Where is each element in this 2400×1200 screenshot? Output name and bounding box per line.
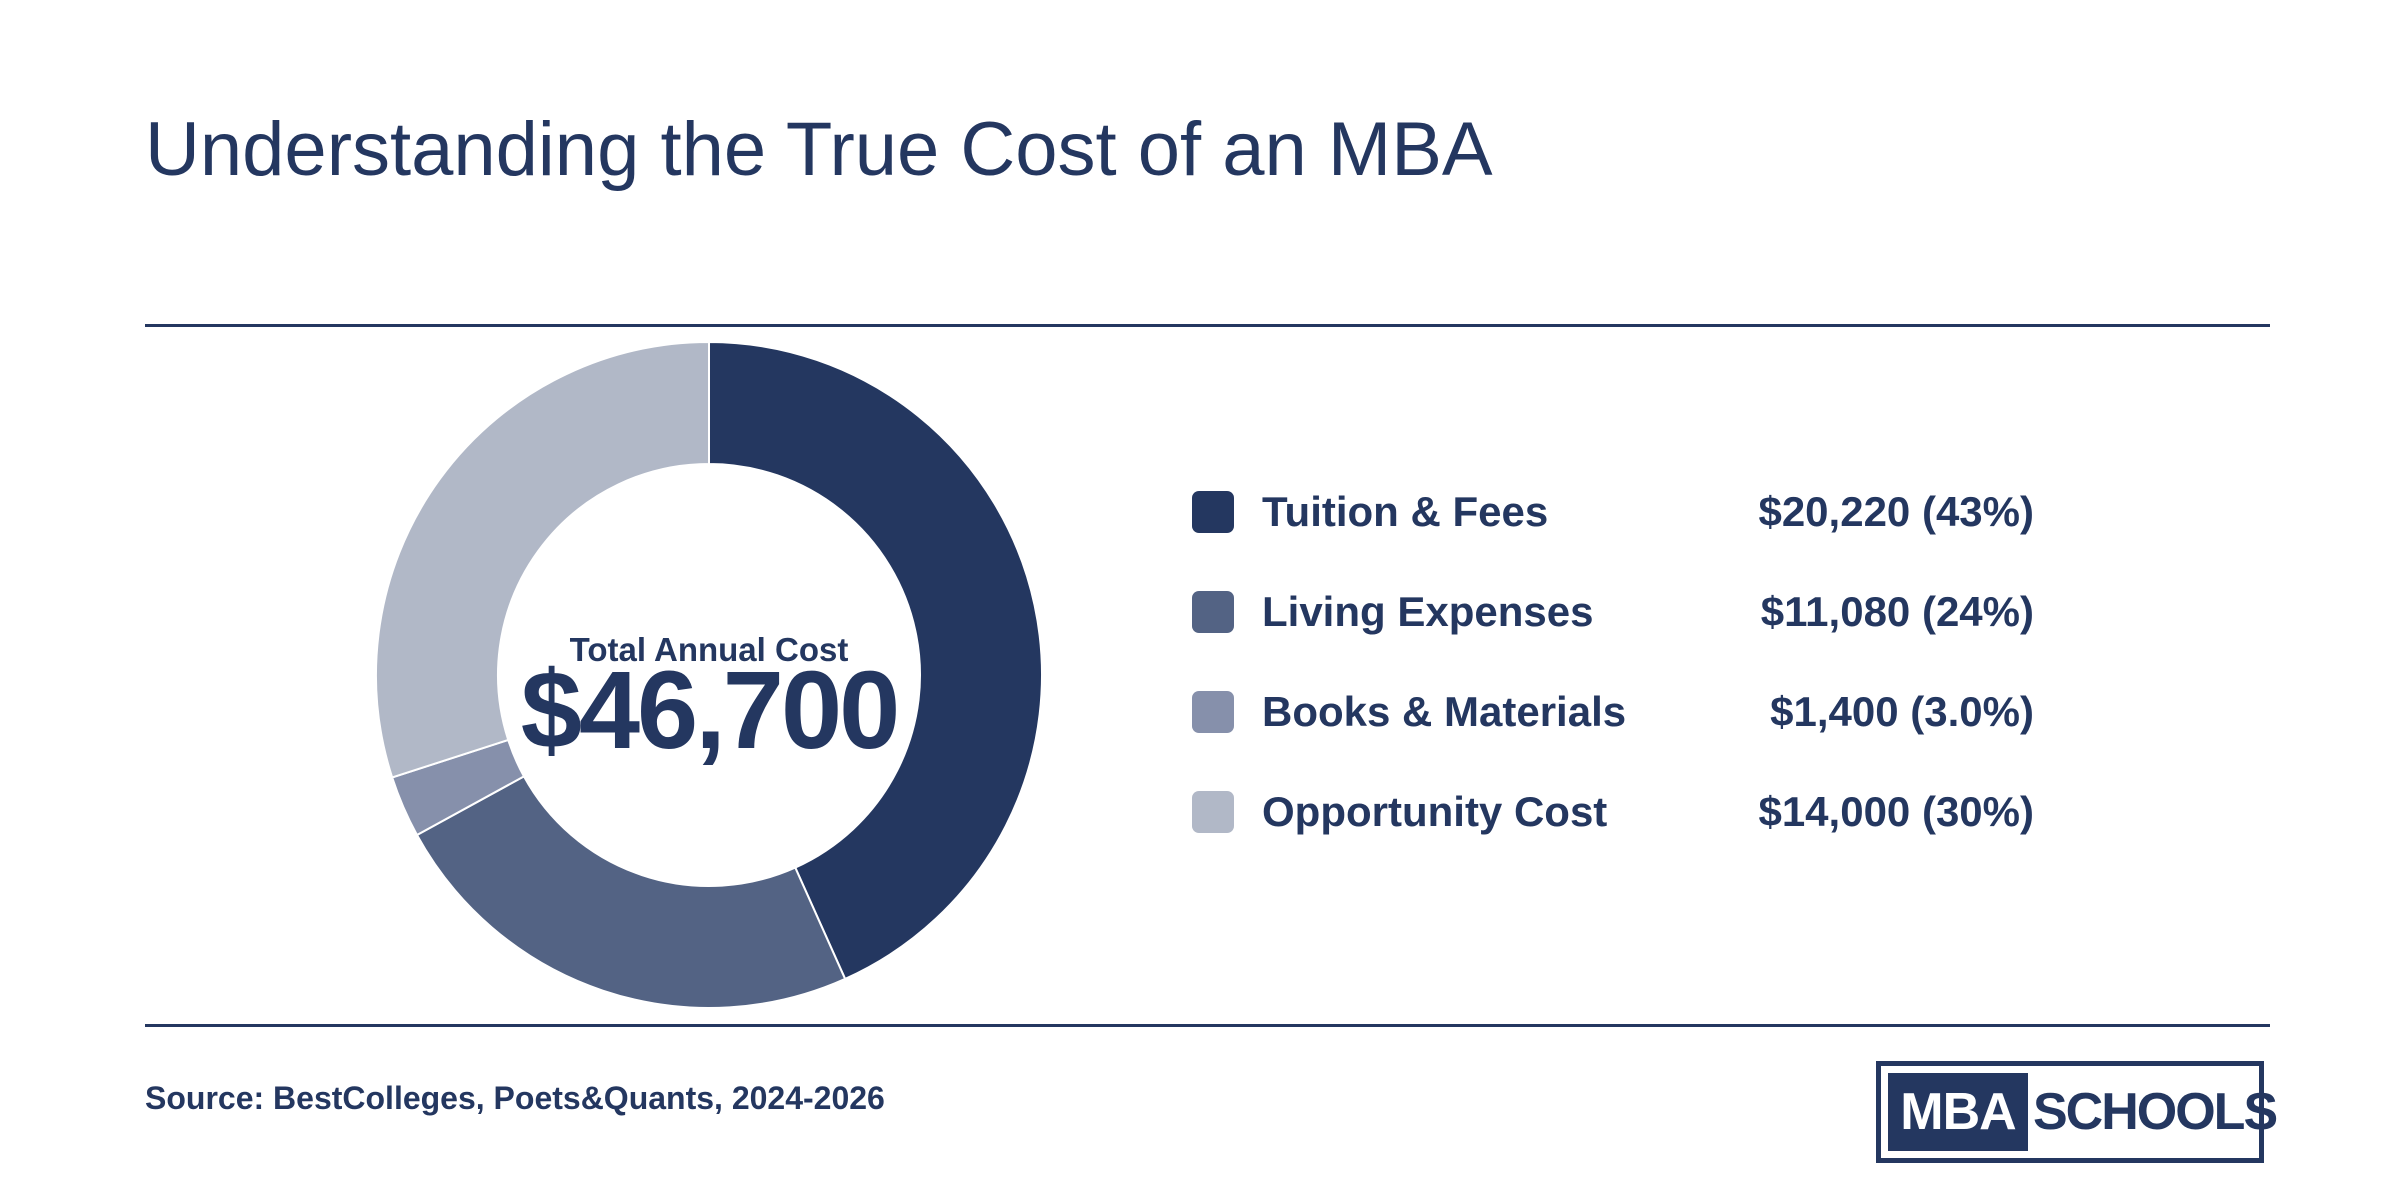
legend-label: Books & Materials (1262, 688, 1627, 735)
donut-slice-0 (708, 340, 1043, 981)
legend-swatch (1192, 691, 1234, 733)
legend-value: $11,080 (24%) (1760, 588, 2034, 635)
donut-slice-1 (415, 775, 847, 1009)
legend-item: Opportunity Cost $14,000 (30%) (1190, 782, 2070, 842)
legend-item: Books & Materials $1,400 (3.0%) (1190, 682, 2070, 742)
legend-swatch (1192, 791, 1234, 833)
logo-mba-text: MBA (1888, 1073, 2028, 1151)
bottom-divider (145, 1024, 2270, 1027)
source-note: Source: BestColleges, Poets&Quants, 2024… (145, 1080, 885, 1116)
center-label: Total Annual Cost (570, 631, 849, 668)
donut-slice-3 (375, 340, 710, 779)
chart-title: Understanding the True Cost of an MBA (145, 107, 1493, 192)
legend-value: $1,400 (3.0%) (1770, 688, 2034, 735)
center-value: $46,700 (521, 649, 898, 772)
legend-label: Tuition & Fees (1262, 488, 1549, 535)
donut-slices (375, 340, 1043, 1009)
mba-schools-logo: MBA SCHOOLS (1876, 1061, 2278, 1163)
legend-value: $20,220 (43%) (1758, 488, 2034, 535)
logo-schools-text: SCHOOLS (2033, 1083, 2278, 1141)
legend-label: Living Expenses (1262, 588, 1594, 635)
top-divider (145, 324, 2270, 327)
legend-item: Tuition & Fees $20,220 (43%) (1190, 482, 2070, 542)
legend: Tuition & Fees $20,220 (43%) Living Expens… (1190, 0, 2070, 1200)
legend-swatch (1192, 591, 1234, 633)
legend-item: Living Expenses $11,080 (24%) (1190, 582, 2070, 642)
legend-label: Opportunity Cost (1262, 788, 1608, 835)
legend-swatch (1192, 491, 1234, 533)
legend-value: $14,000 (30%) (1758, 788, 2034, 835)
